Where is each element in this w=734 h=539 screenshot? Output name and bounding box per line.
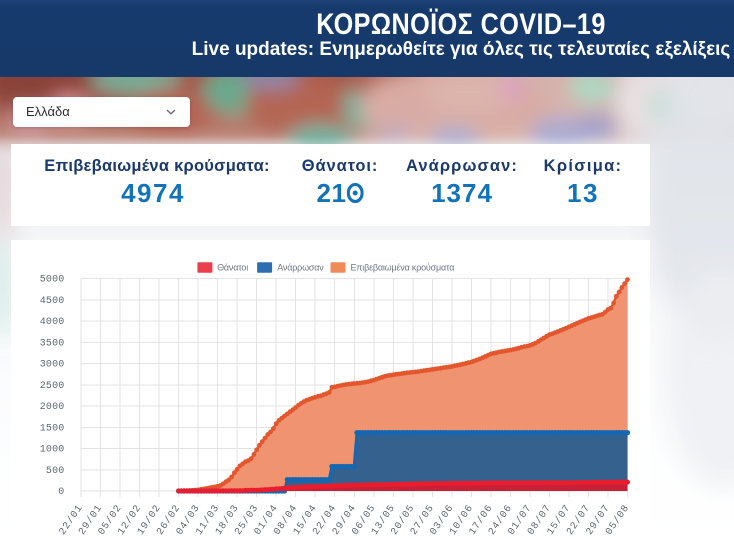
svg-text:2000: 2000 xyxy=(40,402,65,413)
svg-text:4000: 4000 xyxy=(40,317,65,328)
svg-text:2500: 2500 xyxy=(40,381,65,392)
svg-text:500: 500 xyxy=(46,466,65,477)
svg-text:Επιβεβαιωμένα κρούσματα: Επιβεβαιωμένα κρούσματα xyxy=(351,263,455,273)
svg-text:1500: 1500 xyxy=(40,423,65,434)
svg-text:Θάνατοι: Θάνατοι xyxy=(217,263,248,273)
svg-text:5000: 5000 xyxy=(40,275,65,286)
svg-text:Ανάρρωσαν: Ανάρρωσαν xyxy=(277,263,324,273)
svg-text:1000: 1000 xyxy=(40,445,65,456)
svg-text:3500: 3500 xyxy=(40,339,65,350)
svg-text:3000: 3000 xyxy=(40,360,65,371)
svg-text:0: 0 xyxy=(58,487,64,498)
svg-text:4500: 4500 xyxy=(40,296,65,307)
